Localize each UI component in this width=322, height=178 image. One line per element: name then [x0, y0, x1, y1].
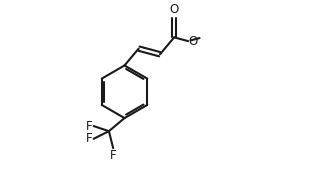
Text: F: F	[86, 120, 93, 133]
Text: F: F	[86, 132, 93, 145]
Text: O: O	[188, 35, 198, 48]
Text: F: F	[110, 150, 117, 163]
Text: O: O	[170, 3, 179, 16]
